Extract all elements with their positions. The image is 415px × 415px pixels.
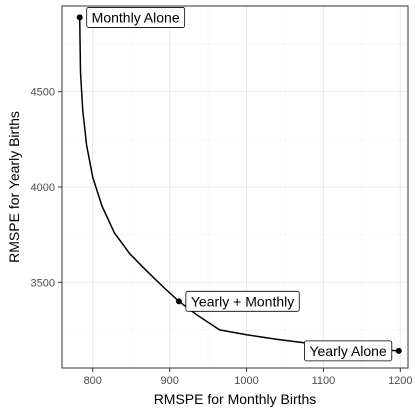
x-tick-label: 1100 [312, 375, 336, 387]
x-axis: 800 900 1000 1100 1200 [84, 368, 413, 387]
point-annotation: Yearly Alone [304, 340, 393, 362]
annotation-label: Monthly Alone [92, 9, 180, 25]
point-marker [175, 298, 182, 305]
labeled-points: Monthly Alone Yearly + Monthly Yearly Alon… [76, 7, 402, 362]
point-annotation: Yearly + Monthly [185, 290, 300, 312]
x-tick-label: 800 [84, 375, 102, 387]
x-tick-label: 900 [160, 375, 178, 387]
annotation-box [185, 290, 300, 312]
x-tick-label: 1200 [388, 375, 412, 387]
x-tick-label: 1000 [234, 375, 258, 387]
point-marker [395, 347, 402, 354]
annotation-label: Yearly + Monthly [191, 293, 294, 309]
y-tick-label: 3500 [31, 277, 55, 289]
y-tick-label: 4000 [31, 182, 55, 194]
y-axis-title: RMSPE for Yearly Births [6, 111, 22, 263]
annotation-box [86, 7, 186, 28]
point-marker [76, 14, 83, 21]
x-axis-title: RMSPE for Monthly Births [154, 391, 317, 407]
annotation-box [304, 340, 393, 362]
point-annotation: Monthly Alone [86, 7, 186, 28]
y-axis: 3500 4000 4500 [31, 87, 62, 289]
annotation-label: Yearly Alone [309, 343, 387, 359]
y-tick-label: 4500 [31, 87, 55, 99]
